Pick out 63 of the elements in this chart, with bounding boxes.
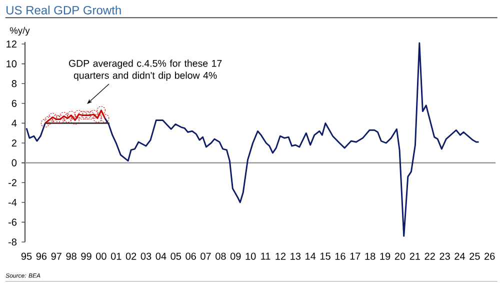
- point: [82, 111, 91, 120]
- x-tick-label: 18: [365, 252, 376, 260]
- x-tick-label: 22: [424, 252, 435, 260]
- point: [89, 110, 98, 119]
- x-tick-label: 01: [110, 252, 122, 260]
- point: [56, 114, 64, 124]
- x-tick-label: 23: [440, 252, 450, 260]
- x-tick-label: 19: [380, 252, 390, 260]
- x-tick-label: 12: [276, 252, 286, 260]
- y-tick-label: 12: [6, 40, 16, 48]
- x-tick-label: 07: [200, 252, 211, 260]
- point: [86, 111, 94, 120]
- y-tick-label: 2: [12, 140, 16, 146]
- point: [78, 111, 87, 120]
- point: [74, 110, 84, 119]
- x-tick-label: 97: [51, 252, 62, 260]
- y-tick-label: 0: [12, 159, 17, 166]
- point: [93, 114, 102, 123]
- y-tick-label: -4: [8, 198, 17, 206]
- x-tick-label: 14: [306, 252, 316, 260]
- x-tick-label: 20: [394, 252, 406, 260]
- x-tick-label: 15: [320, 252, 330, 260]
- x-tick-label: 00: [96, 252, 106, 260]
- x-tick-label: 95: [21, 252, 32, 260]
- point: [70, 116, 80, 125]
- point: [52, 114, 61, 124]
- y-tick-label: 10: [6, 60, 17, 68]
- point: [60, 112, 68, 121]
- point: [100, 114, 110, 123]
- y-tick-label: 4: [12, 120, 17, 127]
- x-tick-label: 04: [156, 252, 166, 260]
- point: [40, 118, 50, 128]
- x-tick-label: 05: [170, 252, 182, 260]
- x-tick-label: 09: [230, 252, 241, 260]
- x-tick-label: 98: [66, 252, 76, 260]
- x-tick-label: 24: [454, 252, 466, 260]
- x-tick-label: 96: [36, 252, 47, 260]
- x-tick-label: 17: [350, 252, 360, 260]
- x-tick-label: 08: [216, 252, 226, 260]
- x-tick-label: 06: [186, 252, 196, 260]
- point: [44, 116, 54, 125]
- y-tick-label: 6: [12, 100, 17, 107]
- x-tick-label: 02: [126, 252, 136, 260]
- y-tick-label: 8: [12, 80, 17, 88]
- x-tick-label: 16: [335, 252, 346, 260]
- point: [96, 106, 106, 115]
- x-tick-label: 25: [470, 252, 480, 260]
- x-tick-label: 13: [290, 252, 301, 260]
- point: [63, 114, 72, 123]
- y-axis-title: %y/y: [10, 26, 30, 36]
- chart-title: US Real GDP Growth: [6, 6, 121, 14]
- x-tick-label: 21: [410, 252, 420, 260]
- x-tick-label: 26: [484, 252, 495, 260]
- y-tick-label: -8: [8, 238, 17, 246]
- point: [67, 111, 76, 120]
- y-tick-label: -2: [8, 179, 16, 186]
- x-tick-label: 03: [140, 252, 152, 260]
- x-tick-label: 10: [246, 252, 256, 260]
- y-tick-label: -6: [8, 218, 17, 226]
- point: [48, 112, 57, 122]
- annotation: GDP averaged c.4.5% for these 17 quarters and didn't dip below 4%: [68, 60, 222, 81]
- x-tick-label: 99: [81, 252, 92, 260]
- x-tick-label: 11: [261, 252, 270, 260]
